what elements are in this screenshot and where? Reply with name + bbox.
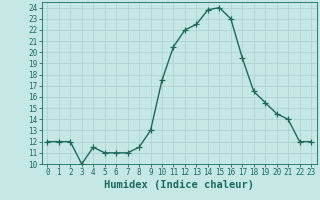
X-axis label: Humidex (Indice chaleur): Humidex (Indice chaleur) <box>104 180 254 190</box>
